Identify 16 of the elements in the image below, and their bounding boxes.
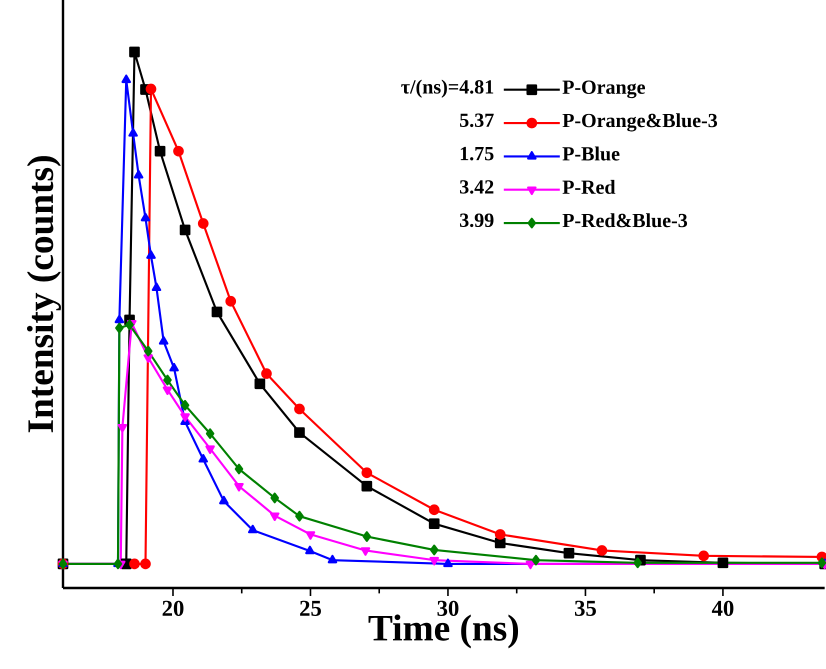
legend-label: P-Red bbox=[562, 180, 616, 194]
legend-label: P-Orange bbox=[562, 80, 646, 98]
annotation: τ/(ns)=4.81 bbox=[401, 80, 494, 98]
x-tick-label: 40 bbox=[712, 600, 734, 616]
y-axis-title: Intensity (counts) bbox=[26, 156, 61, 432]
legend-label: P-Red&Blue-3 bbox=[562, 213, 688, 228]
legend-label: P-Blue bbox=[562, 146, 620, 161]
x-tick-label: 30 bbox=[437, 600, 458, 616]
annotation: 1.75 bbox=[460, 146, 494, 160]
annotation: 3.99 bbox=[460, 214, 494, 228]
legend-label: P-Orange&Blue-3 bbox=[562, 113, 718, 132]
x-tick-label: 35 bbox=[574, 600, 596, 616]
annotation: 3.42 bbox=[460, 180, 494, 194]
x-tick-label: 20 bbox=[162, 600, 184, 616]
x-tick-label: 25 bbox=[300, 600, 321, 616]
annotation: 5.37 bbox=[460, 114, 494, 128]
